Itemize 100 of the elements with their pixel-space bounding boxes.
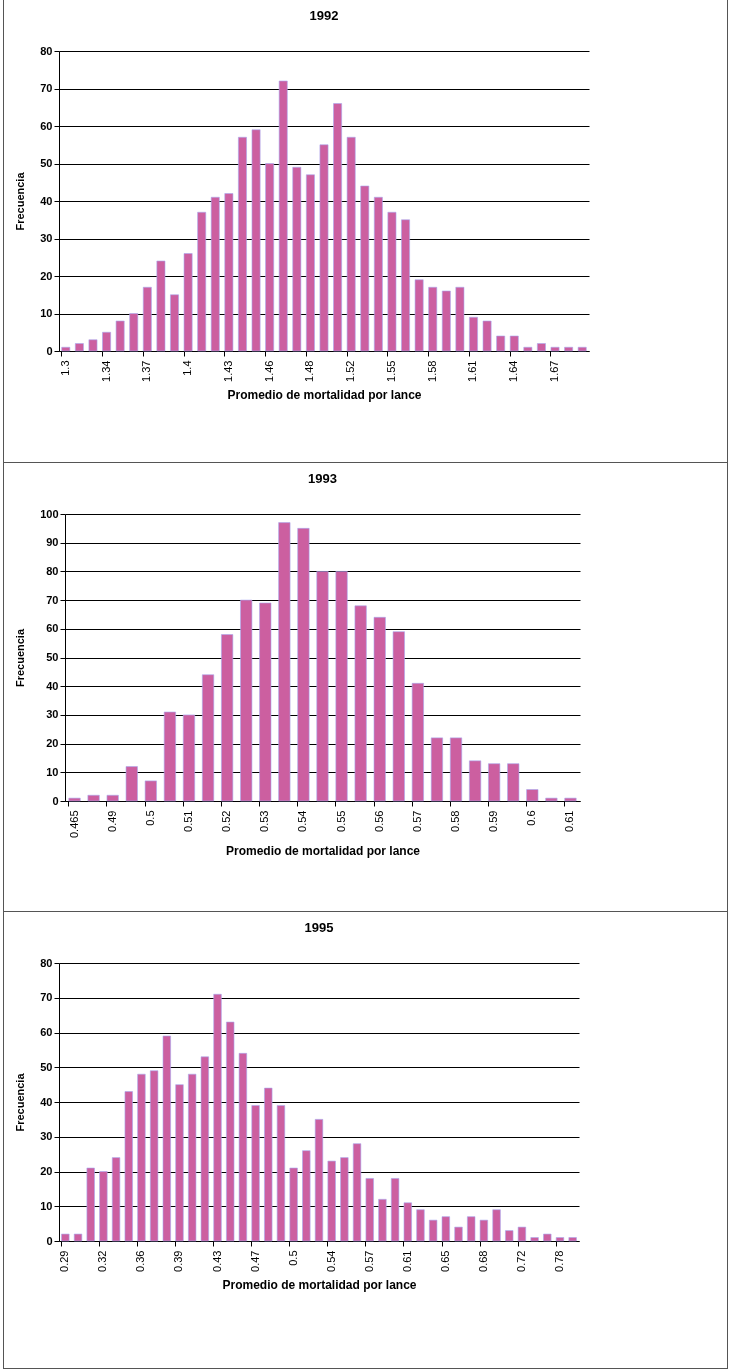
bar <box>202 674 215 802</box>
bar <box>170 294 179 352</box>
x-tick-label: 1.64 <box>507 360 520 382</box>
x-tick-label: 1.43 <box>221 360 234 382</box>
bar <box>373 617 386 802</box>
x-tick-label: 0.59 <box>487 810 500 832</box>
bar <box>129 313 139 352</box>
y-tick-label: 20 <box>46 737 59 750</box>
bar <box>354 605 367 802</box>
y-tick-label: 0 <box>46 1234 53 1247</box>
y-tick-label: 60 <box>40 1026 53 1038</box>
x-axis-title: Promedio de mortalidad por lance <box>227 387 422 402</box>
bar <box>414 279 424 352</box>
bar <box>188 1073 197 1242</box>
bar <box>278 80 288 352</box>
x-tick-label: 1.3 <box>58 360 71 376</box>
bar <box>221 634 234 802</box>
bar <box>537 343 546 352</box>
bar <box>102 331 111 352</box>
y-tick-label: 70 <box>46 593 59 606</box>
x-tick-label: 0.49 <box>105 810 118 832</box>
bar <box>403 1202 412 1242</box>
bar <box>86 1167 95 1242</box>
bar <box>392 631 405 802</box>
bar <box>115 320 125 352</box>
y-tick-label: 10 <box>46 765 59 778</box>
x-tick-label: 0.57 <box>362 1250 375 1272</box>
y-tick-label: 40 <box>40 194 53 207</box>
bar <box>314 1119 324 1242</box>
bar <box>441 290 451 352</box>
bar <box>238 136 247 352</box>
y-tick-label: 0 <box>46 344 53 357</box>
bar <box>61 346 71 352</box>
bar <box>73 1233 83 1242</box>
y-tick-label: 70 <box>40 82 53 94</box>
bar <box>150 1070 159 1242</box>
x-axis-title: Promedio de mortalidad por lance <box>225 844 421 859</box>
x-tick-label: 0.5 <box>143 810 156 826</box>
bar <box>390 1178 400 1242</box>
bar <box>346 136 356 352</box>
y-tick-label: 80 <box>40 956 53 969</box>
chart-title: 1995 <box>304 920 334 935</box>
y-tick-label: 30 <box>46 708 59 721</box>
bar <box>482 320 492 352</box>
y-tick-label: 30 <box>40 1130 53 1143</box>
bar <box>577 346 587 352</box>
bar <box>144 780 157 802</box>
bar <box>156 260 166 352</box>
bar <box>469 760 482 802</box>
y-tick-label: 70 <box>40 991 53 1004</box>
bar <box>99 1171 108 1242</box>
x-tick-label: 1.58 <box>425 360 438 382</box>
bar <box>213 993 222 1242</box>
bar <box>292 166 302 352</box>
bar <box>564 346 573 352</box>
x-tick-label: 0.54 <box>324 1250 337 1272</box>
bar <box>340 1157 349 1242</box>
bar <box>124 1091 133 1242</box>
bar <box>106 794 119 802</box>
y-tick-label: 0 <box>52 794 59 807</box>
bar <box>224 193 234 352</box>
bar <box>251 129 261 352</box>
x-tick-label: 0.32 <box>96 1250 109 1272</box>
x-tick-label: 0.56 <box>372 810 385 832</box>
bar <box>319 144 329 352</box>
bar <box>492 1209 501 1242</box>
bar <box>251 1105 260 1242</box>
x-tick-label: 0.55 <box>334 810 347 832</box>
bar <box>507 763 520 802</box>
bar <box>265 163 275 352</box>
bar <box>428 286 438 352</box>
y-axis-title: Frecuencia <box>14 1072 27 1132</box>
bar <box>226 1021 235 1242</box>
y-tick-label: 40 <box>46 679 59 692</box>
x-tick-label: 0.51 <box>181 810 194 832</box>
y-tick-label: 50 <box>46 651 59 663</box>
x-tick-label: 0.78 <box>552 1250 565 1272</box>
bar <box>111 1157 121 1242</box>
bar <box>182 714 195 802</box>
x-tick-label: 0.465 <box>67 810 80 839</box>
x-tick-label: 0.61 <box>400 1250 413 1272</box>
bar <box>142 286 152 352</box>
bar <box>555 1237 565 1242</box>
bar <box>327 1160 336 1242</box>
y-tick-label: 40 <box>40 1095 53 1108</box>
bar <box>455 286 465 352</box>
bar <box>162 1035 171 1242</box>
bar <box>505 1230 514 1242</box>
bar <box>61 1233 70 1242</box>
bar <box>496 335 506 352</box>
y-tick-label: 60 <box>40 119 53 132</box>
x-tick-label: 0.53 <box>258 810 271 832</box>
bar <box>517 1226 527 1242</box>
y-axis-title: Frecuencia <box>14 171 27 231</box>
bar <box>352 1143 362 1242</box>
bar <box>509 335 519 352</box>
x-tick-label: 0.58 <box>449 810 462 832</box>
x-tick-label: 0.5 <box>286 1250 299 1266</box>
bar <box>360 185 370 352</box>
bar <box>163 711 176 802</box>
